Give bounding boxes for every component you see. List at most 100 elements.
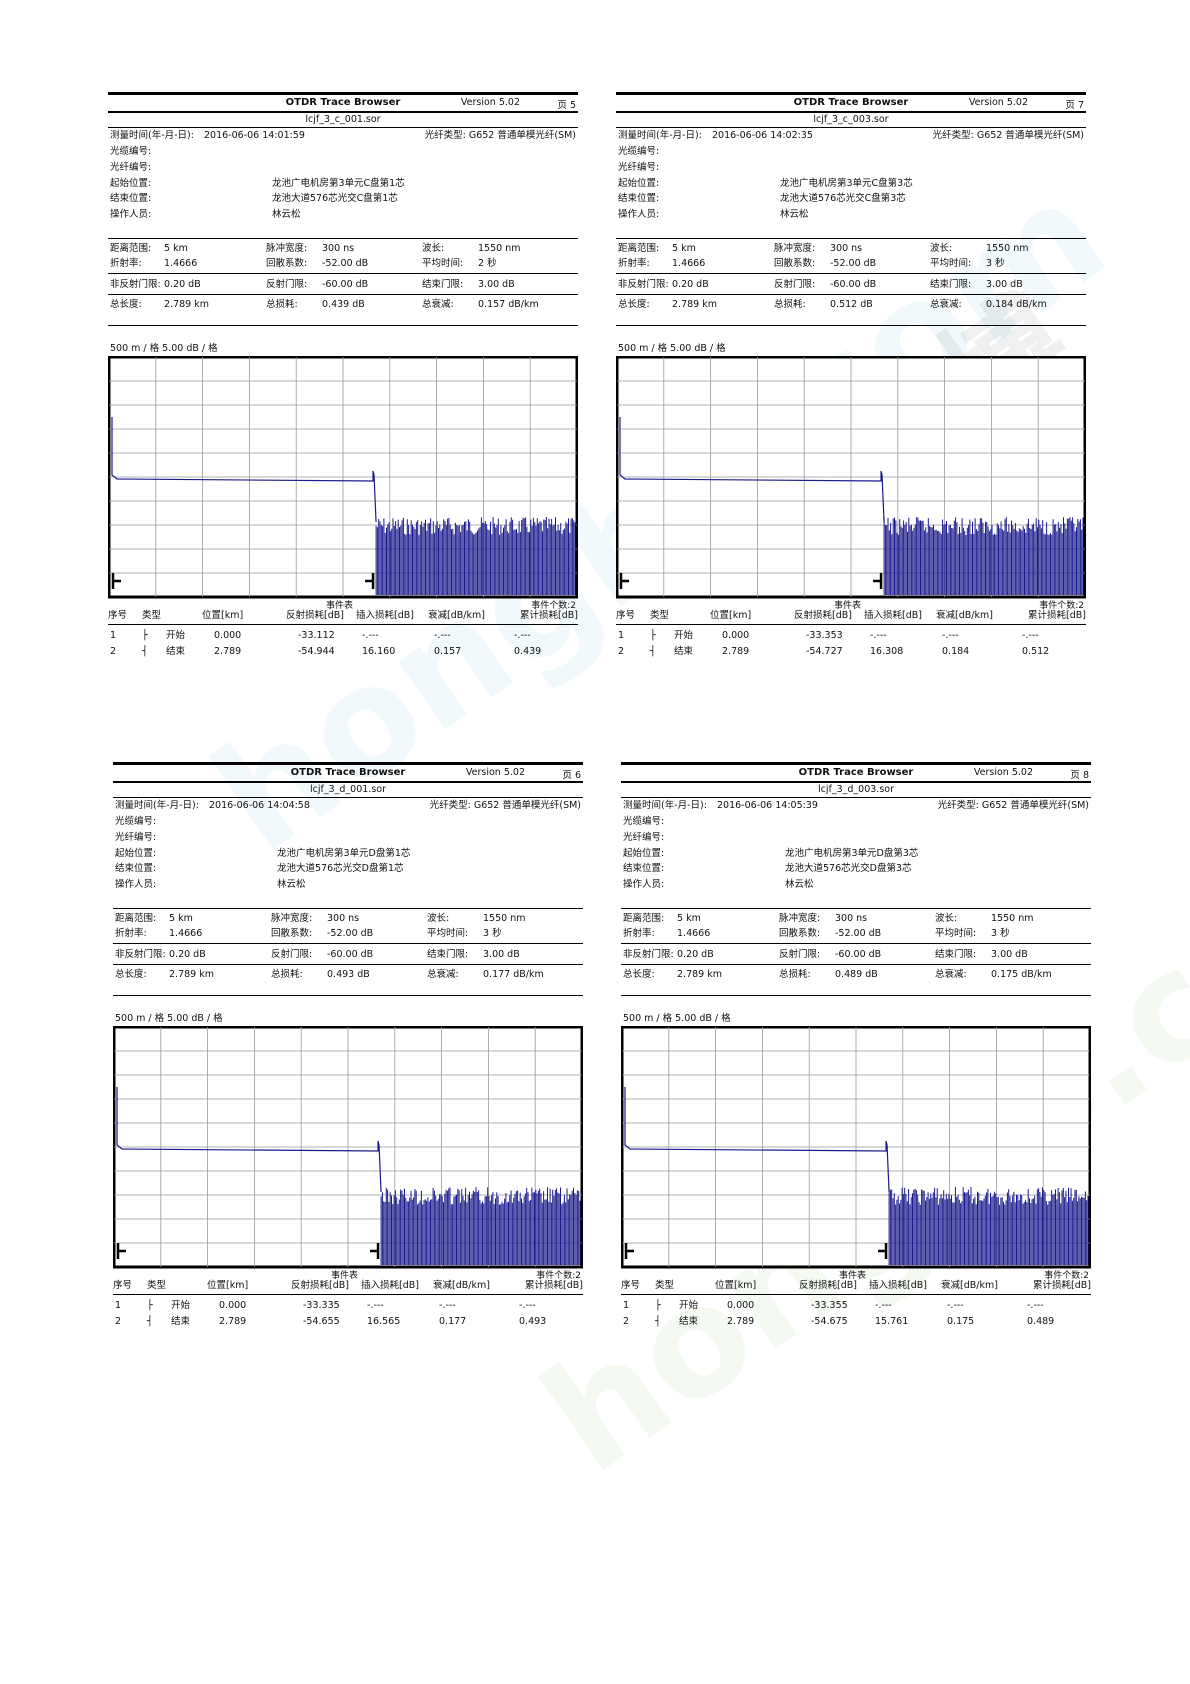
table-cell: 16.308 [870,646,904,657]
param-value: 0.489 dB [835,969,878,980]
table-cell: 2.789 [214,646,242,657]
otdr-trace-svg [616,356,1086,599]
param-label: 平均时间: [930,258,972,269]
param-label: 非反射门限: [623,949,674,960]
table-header: 插入损耗[dB] [869,1280,927,1291]
info-value: 林云松 [277,879,306,890]
info-label: 测量时间(年-月-日): [110,130,194,141]
page-number: 页 7 [1065,100,1084,111]
param-label: 结束门限: [935,949,977,960]
otdr-trace-svg [113,1026,583,1269]
table-header-divider [616,624,1086,625]
param-value: 0.20 dB [672,279,709,290]
table-cell: 2.789 [722,646,750,657]
table-cell: -33.353 [806,630,843,641]
table-cell: 0.512 [1022,646,1050,657]
page-number: 页 6 [562,770,581,781]
divider-line [616,294,1086,295]
info-value: 林云松 [780,209,809,220]
param-label: 结束门限: [930,279,972,290]
table-cell: 1 [618,630,625,641]
table-cell: -.--- [519,1300,536,1311]
param-label: 距离范围: [618,243,660,254]
table-cell: 0.439 [514,646,542,657]
param-label: 距离范围: [110,243,152,254]
table-header: 位置[km] [710,610,752,621]
param-label: 折射率: [623,928,655,939]
param-label: 回散系数: [779,928,821,939]
divider-line [616,273,1086,274]
info-label: 起始位置: [110,178,152,189]
event-table-label: 事件表 [326,601,354,611]
table-cell: 16.565 [367,1316,401,1327]
param-label: 平均时间: [422,258,464,269]
noise-floor [883,517,1084,595]
table-cell: -.--- [1027,1300,1044,1311]
table-cell: 2.789 [727,1316,755,1327]
event-table-label: 事件表 [331,1271,359,1281]
info-value: 2016-06-06 14:04:58 [209,800,310,811]
info-value: 龙池大道576芯光交D盘第1芯 [277,863,404,874]
table-header-divider [621,1294,1091,1295]
version-label: Version 5.02 [460,97,520,108]
info-label: 操作人员: [110,209,152,220]
info-label: 起始位置: [115,848,157,859]
param-label: 波长: [427,913,450,924]
measurement-info: 测量时间(年-月-日): 2016-06-06 14:01:59 光缆编号: 光纤编号… [108,128,578,239]
info-label: 起始位置: [623,848,665,859]
scale-label: 500 m / 格 5.00 dB / 格 [115,1013,223,1024]
table-cell: 16.160 [362,646,396,657]
fiber-trace-line [619,417,885,523]
table-cell: -.--- [514,630,531,641]
parameter-grid: 距离范围: 5 km 脉冲宽度: 300 ns 波长: 1550 nm 折射率: 1.4666… [621,909,1091,996]
table-header: 衰减[dB/km] [936,610,993,621]
info-value: 2016-06-06 14:02:35 [712,130,813,141]
table-cell: ┤ [147,1316,153,1327]
event-table: 序号 类型 位置[km] 反射损耗[dB] 插入损耗[dB] 衰减[dB/km] 累计损耗[… [113,1278,583,1338]
table-cell: ├ [147,1300,153,1311]
param-value: 5 km [164,243,188,254]
table-cell: 0.489 [1027,1316,1055,1327]
table-cell: -.--- [362,630,379,641]
table-header: 序号 [616,610,636,621]
info-value: 龙池广电机房第3单元C盘第3芯 [780,178,913,189]
report-header: OTDR Trace Browser Version 5.02 页 8 [621,762,1091,783]
table-header: 反射损耗[dB] [799,1280,857,1291]
param-value: 2 秒 [478,258,497,269]
table-cell: -54.675 [811,1316,848,1327]
table-cell: -54.727 [806,646,843,657]
table-cell: 1 [110,630,117,641]
info-label: 操作人员: [618,209,660,220]
info-value: 龙池大道576芯光交D盘第3芯 [785,863,912,874]
table-cell: 0.175 [947,1316,975,1327]
table-cell: 结束 [166,646,186,657]
noise-floor [375,517,576,595]
fiber-trace-line [624,1087,890,1193]
param-label: 折射率: [115,928,147,939]
param-label: 总衰减: [422,299,454,310]
param-value: -60.00 dB [322,279,369,290]
param-label: 总长度: [623,969,655,980]
report-header: OTDR Trace Browser Version 5.02 页 7 [616,92,1086,113]
param-value: 3.00 dB [986,279,1023,290]
page-number: 页 5 [557,100,576,111]
table-cell: 0.000 [727,1300,755,1311]
divider-line [113,943,583,944]
param-value: -52.00 dB [327,928,374,939]
table-cell: 0.000 [219,1300,247,1311]
table-cell: 0.157 [434,646,462,657]
fiber-type: 光纤类型: G652 普通单模光纤(SM) [429,800,581,811]
table-header: 衰减[dB/km] [433,1280,490,1291]
table-cell: 开始 [166,630,186,641]
param-value: 1550 nm [478,243,521,254]
info-label: 光缆编号: [115,816,157,827]
scale-label: 500 m / 格 5.00 dB / 格 [110,343,218,354]
otdr-report-panel: OTDR Trace Browser Version 5.02 页 8 lcjf_3_… [621,762,1091,1338]
table-cell: 0.493 [519,1316,547,1327]
info-label: 光缆编号: [618,146,660,157]
param-label: 总损耗: [779,969,811,980]
table-cell: ┤ [650,646,656,657]
table-header-divider [113,1294,583,1295]
param-value: 2.789 km [672,299,717,310]
info-label: 结束位置: [623,863,665,874]
